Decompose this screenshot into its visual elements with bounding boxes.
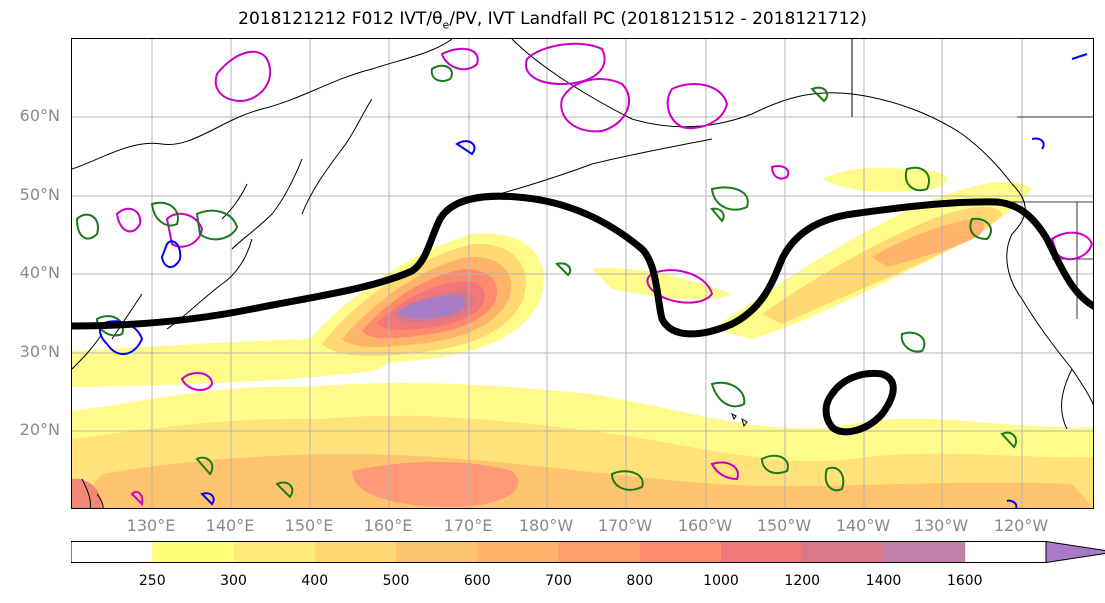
lon-label: 130°W [913, 516, 969, 535]
landfall-contour [72, 192, 1093, 436]
coastlines [72, 39, 1093, 508]
colorbar-tick-label: 600 [463, 573, 491, 589]
map-canvas [72, 39, 1093, 508]
lon-label: 170°W [597, 516, 653, 535]
map-title: 2018121212 F012 IVT/θe/PV, IVT Landfall … [238, 9, 867, 32]
colorbar-cell [71, 541, 153, 563]
pv-contours [115, 42, 1093, 507]
lat-label-20n: 20°N [19, 420, 60, 439]
lon-label: 170°E [443, 516, 493, 535]
lon-label: 130°E [126, 516, 176, 535]
colorbar-tick-label: 500 [382, 573, 410, 589]
colorbar-cell [396, 541, 478, 563]
colorbar-cell [477, 541, 559, 563]
colorbar-tick-label: 800 [626, 573, 654, 589]
lat-label-30n: 30°N [19, 342, 60, 361]
colorbar-tick-label: 400 [301, 573, 329, 589]
colorbar-tick-label: 1600 [946, 573, 983, 589]
colorbar-extend-arrow [1046, 541, 1105, 563]
lon-label: 120°W [993, 516, 1049, 535]
ivt-colorbar [71, 541, 1105, 563]
ivt-shading [72, 167, 1093, 508]
colorbar-cell [802, 541, 884, 563]
lon-label: 140°W [835, 516, 891, 535]
colorbar-cell [721, 541, 803, 563]
map-panel [71, 38, 1094, 509]
lat-label-40n: 40°N [19, 263, 60, 282]
lon-label: 150°W [756, 516, 812, 535]
lat-label-50n: 50°N [19, 185, 60, 204]
colorbar-cell [883, 541, 966, 563]
colorbar-tick-label: 250 [138, 573, 166, 589]
colorbar-cell [233, 541, 316, 563]
colorbar-tick-label: 700 [545, 573, 572, 589]
colorbar-tick-label: 1200 [784, 573, 821, 589]
lon-label: 140°E [205, 516, 255, 535]
lon-label: 150°E [284, 516, 334, 535]
lon-label: 160°W [677, 516, 733, 535]
colorbar-cell [639, 541, 722, 563]
colorbar-tick-label: 1400 [865, 573, 902, 589]
graticule [72, 39, 1093, 508]
lon-label: 180°W [518, 516, 574, 535]
lon-label: 160°E [363, 516, 413, 535]
lat-label-60n: 60°N [19, 106, 60, 125]
colorbar-tick-label: 300 [220, 573, 247, 589]
colorbar-cell [152, 541, 234, 563]
colorbar-cell [558, 541, 641, 563]
colorbar-cell [314, 541, 397, 563]
theta-contours [75, 64, 1018, 499]
colorbar-tick-label: 1000 [703, 573, 739, 589]
